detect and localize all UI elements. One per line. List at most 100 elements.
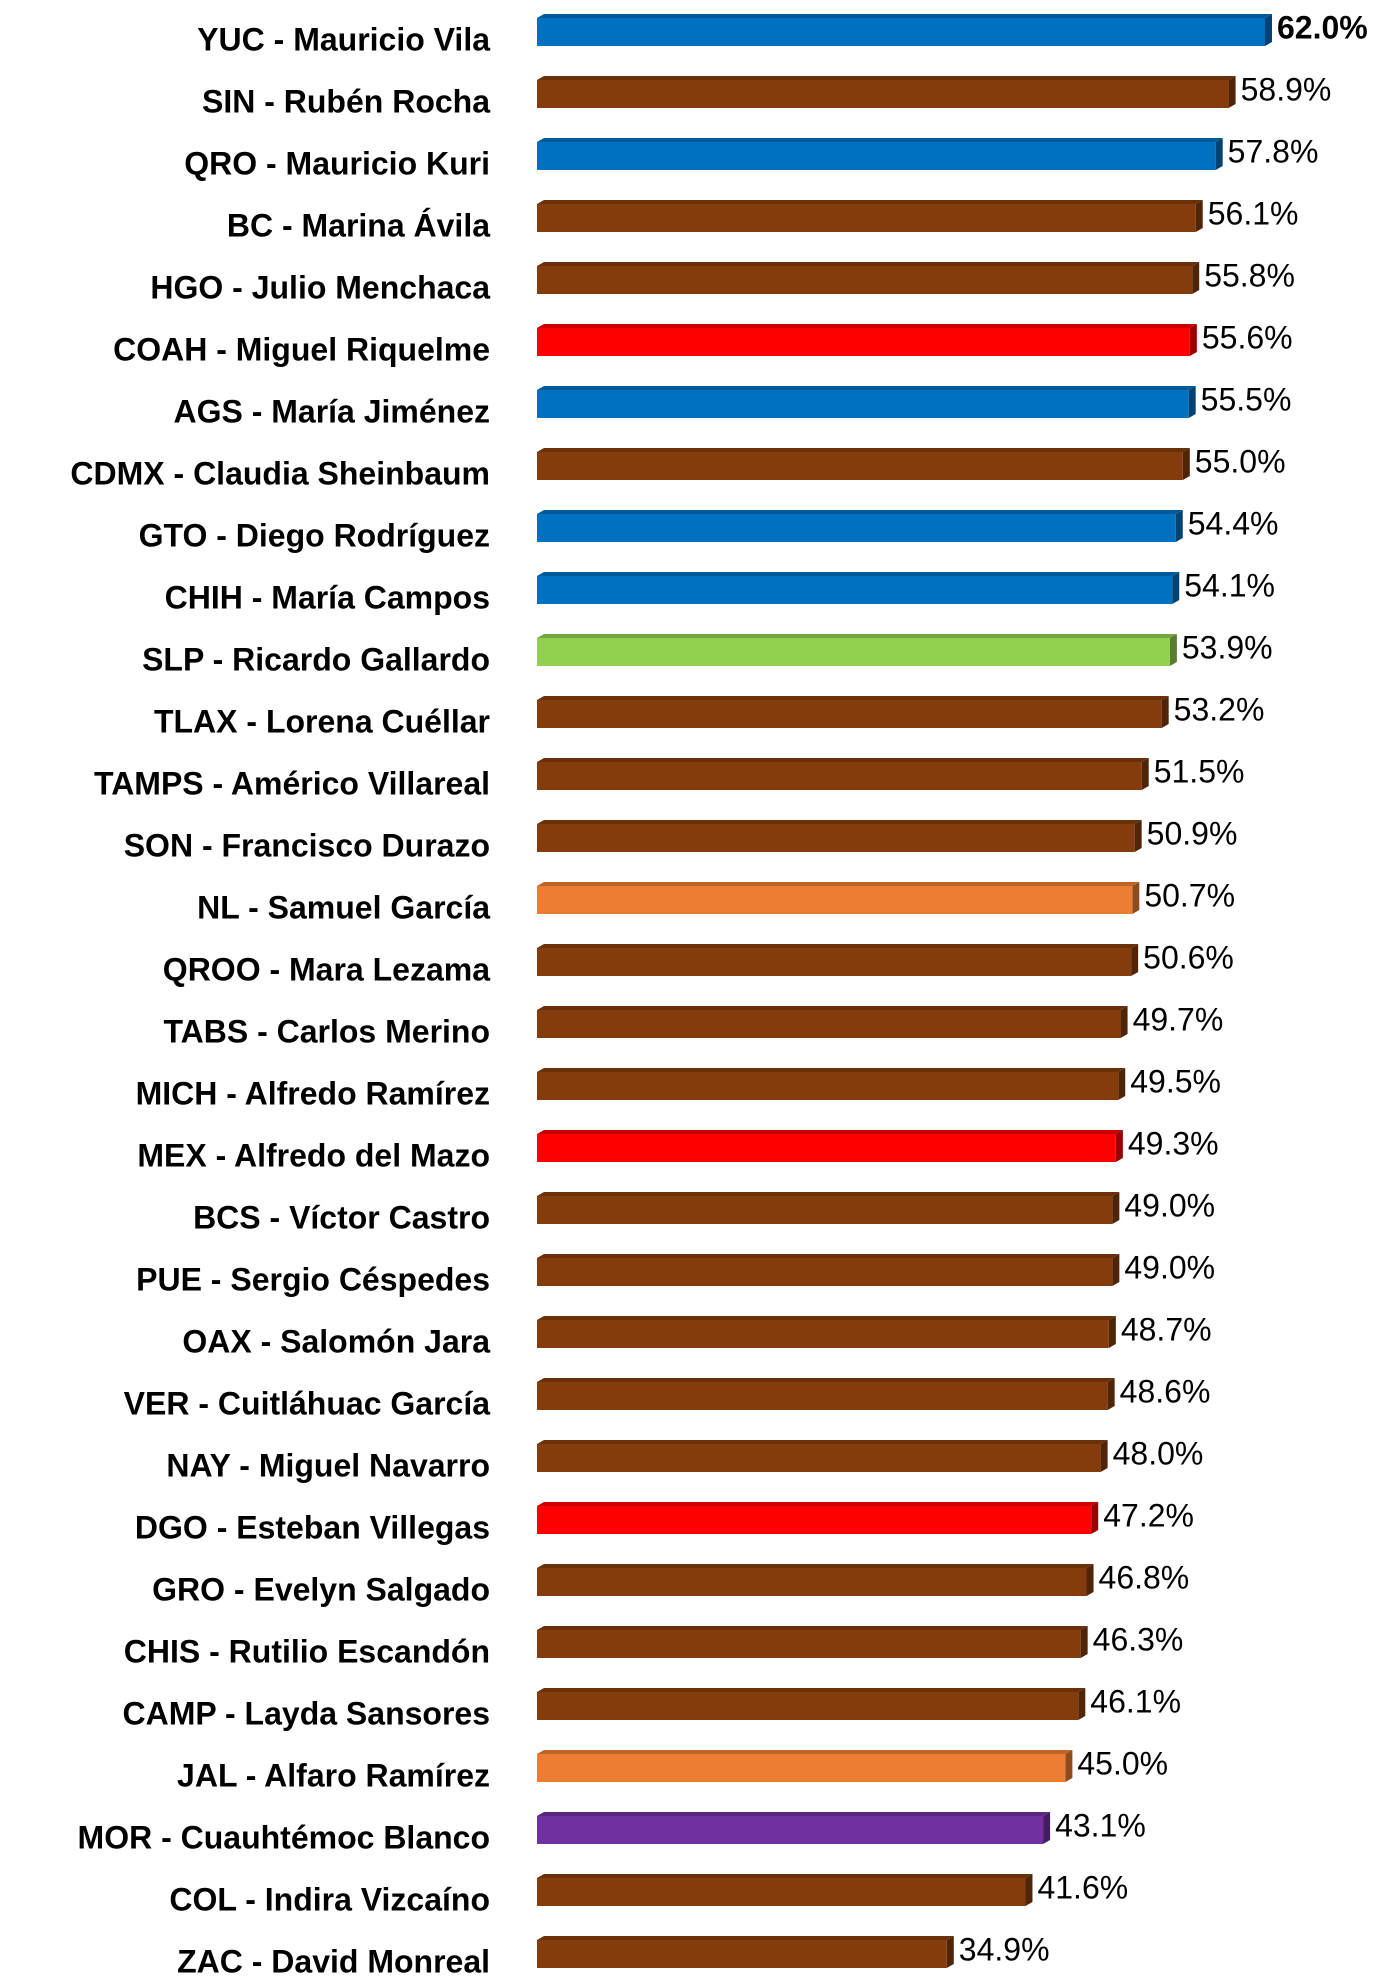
- bar-top: [537, 572, 1180, 576]
- bar-top: [537, 386, 1196, 390]
- bar-side: [1025, 1874, 1033, 1906]
- bar-top: [537, 1440, 1108, 1444]
- value-label: 49.5%: [1130, 1063, 1221, 1099]
- category-label: QROO - Mara Lezama: [163, 951, 490, 987]
- bar-top: [537, 200, 1203, 204]
- bar-top: [537, 1936, 954, 1940]
- category-label: BC - Marina Ávila: [227, 207, 490, 243]
- category-label: JAL - Alfaro Ramírez: [177, 1757, 490, 1793]
- bar-top: [537, 634, 1177, 638]
- bar-top: [537, 1750, 1073, 1754]
- bar-side: [1043, 1812, 1051, 1844]
- value-label: 46.3%: [1093, 1621, 1184, 1657]
- category-label: AGS - María Jiménez: [173, 393, 490, 429]
- bar-side: [1169, 634, 1177, 666]
- category-label: TABS - Carlos Merino: [163, 1013, 490, 1049]
- bar-top: [537, 510, 1183, 514]
- category-label: COAH - Miguel Riquelme: [113, 331, 490, 367]
- category-label: COL - Indira Vizcaíno: [169, 1881, 490, 1917]
- category-label: ZAC - David Monreal: [177, 1943, 490, 1979]
- category-label: TLAX - Lorena Cuéllar: [154, 703, 490, 739]
- bar: [537, 1878, 1026, 1906]
- value-label: 55.5%: [1201, 381, 1292, 417]
- bar-top: [537, 14, 1272, 18]
- category-label: NL - Samuel García: [197, 889, 490, 925]
- bar: [537, 576, 1173, 604]
- bar: [537, 1010, 1121, 1038]
- value-label: 53.9%: [1182, 629, 1273, 665]
- value-label: 54.1%: [1184, 567, 1275, 603]
- bar-side: [1112, 1254, 1120, 1286]
- category-label: MOR - Cuauhtémoc Blanco: [78, 1819, 490, 1855]
- value-label: 57.8%: [1228, 133, 1319, 169]
- category-label: SON - Francisco Durazo: [124, 827, 490, 863]
- value-label: 49.0%: [1124, 1187, 1215, 1223]
- bar-top: [537, 1068, 1126, 1072]
- value-label: 49.7%: [1133, 1001, 1224, 1037]
- bar: [537, 266, 1193, 294]
- bar: [537, 390, 1189, 418]
- bar: [537, 700, 1162, 728]
- bar: [537, 1382, 1108, 1410]
- category-label: CAMP - Layda Sansores: [122, 1695, 490, 1731]
- bar: [537, 1506, 1092, 1534]
- bar-top: [537, 1254, 1120, 1258]
- bar-top: [537, 1564, 1094, 1568]
- bar: [537, 1196, 1113, 1224]
- value-label: 46.1%: [1090, 1683, 1181, 1719]
- value-label: 46.8%: [1099, 1559, 1190, 1595]
- bar-top: [537, 1192, 1120, 1196]
- value-label: 58.9%: [1241, 71, 1332, 107]
- value-label: 62.0%: [1277, 9, 1368, 45]
- bar: [537, 1258, 1113, 1286]
- bar-top: [537, 1130, 1123, 1134]
- bar: [537, 142, 1216, 170]
- value-label: 50.7%: [1144, 877, 1235, 913]
- value-label: 45.0%: [1077, 1745, 1168, 1781]
- value-label: 53.2%: [1174, 691, 1265, 727]
- bar: [537, 1754, 1066, 1782]
- bar-side: [1172, 572, 1180, 604]
- bar-side: [1091, 1502, 1099, 1534]
- bar-side: [1189, 324, 1197, 356]
- value-label: 51.5%: [1154, 753, 1245, 789]
- bar-top: [537, 448, 1190, 452]
- bar-top: [537, 820, 1142, 824]
- bar-side: [1115, 1130, 1123, 1162]
- value-label: 43.1%: [1055, 1807, 1146, 1843]
- bar-side: [1265, 14, 1272, 46]
- bar-side: [1112, 1192, 1120, 1224]
- bar-side: [1175, 510, 1183, 542]
- bar-side: [1192, 262, 1200, 294]
- bar-side: [1131, 944, 1139, 976]
- bar-top: [537, 1006, 1128, 1010]
- bar-side: [1134, 820, 1142, 852]
- bar-top: [537, 758, 1149, 762]
- bar: [537, 80, 1229, 108]
- bar: [537, 762, 1142, 790]
- bar: [537, 1072, 1119, 1100]
- category-label: OAX - Salomón Jara: [182, 1323, 490, 1359]
- category-label: BCS - Víctor Castro: [193, 1199, 490, 1235]
- bar: [537, 638, 1170, 666]
- bar: [537, 328, 1190, 356]
- value-label: 56.1%: [1208, 195, 1299, 231]
- value-label: 49.0%: [1124, 1249, 1215, 1285]
- bar-side: [1107, 1378, 1115, 1410]
- category-label: SLP - Ricardo Gallardo: [142, 641, 490, 677]
- value-label: 55.8%: [1204, 257, 1295, 293]
- bar-side: [946, 1936, 954, 1968]
- bar-side: [1078, 1688, 1086, 1720]
- bar-top: [537, 944, 1139, 948]
- category-label: CDMX - Claudia Sheinbaum: [70, 455, 490, 491]
- bar-side: [1120, 1006, 1128, 1038]
- category-label: MEX - Alfredo del Mazo: [137, 1137, 490, 1173]
- bar-top: [537, 262, 1200, 266]
- bar-side: [1182, 448, 1190, 480]
- category-label: MICH - Alfredo Ramírez: [136, 1075, 490, 1111]
- bar-side: [1188, 386, 1196, 418]
- value-label: 50.6%: [1143, 939, 1234, 975]
- bar-side: [1215, 138, 1223, 170]
- value-label: 47.2%: [1103, 1497, 1194, 1533]
- bar: [537, 452, 1183, 480]
